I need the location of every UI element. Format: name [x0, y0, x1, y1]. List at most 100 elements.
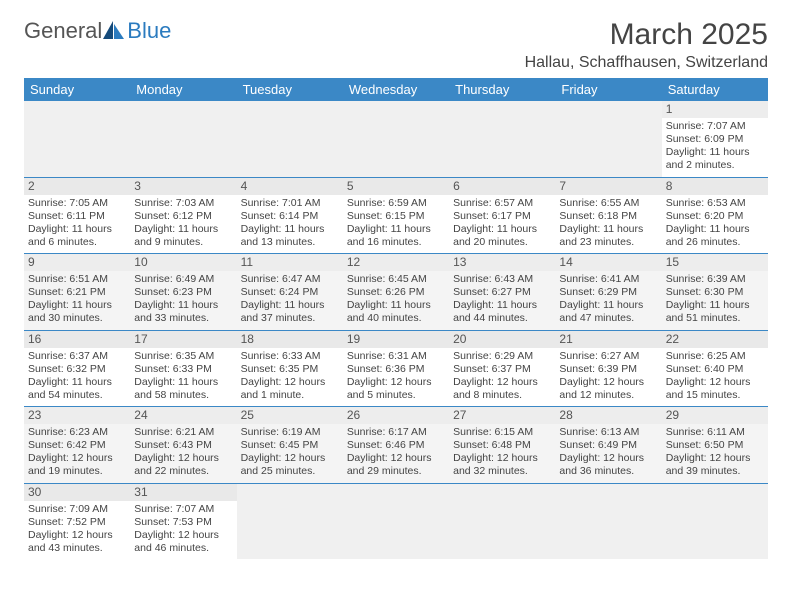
day-number: 1	[662, 101, 768, 118]
calendar-day-cell: 31Sunrise: 7:07 AMSunset: 7:53 PMDayligh…	[130, 483, 236, 559]
day-info: Sunrise: 7:05 AMSunset: 6:11 PMDaylight:…	[28, 197, 126, 250]
calendar-day-cell: 12 Sunrise: 6:45 AMSunset: 6:26 PMDayligh…	[343, 254, 449, 331]
calendar-day-cell: 28Sunrise: 6:13 AMSunset: 6:49 PMDayligh…	[555, 407, 661, 484]
calendar-day-cell	[237, 101, 343, 177]
logo-text-2: Blue	[127, 18, 171, 44]
day-number: 17	[130, 331, 236, 348]
calendar-day-cell: 1 Sunrise: 7:07 AMSunset: 6:09 PMDaylight…	[662, 101, 768, 177]
day-info: Sunrise: 6:17 AMSunset: 6:46 PMDaylight:…	[347, 426, 445, 479]
calendar-day-cell: 21 Sunrise: 6:27 AMSunset: 6:39 PMDayligh…	[555, 330, 661, 407]
logo: General Blue	[24, 18, 171, 44]
day-info: Sunrise: 7:09 AMSunset: 7:52 PMDaylight:…	[28, 503, 126, 556]
day-info: Sunrise: 6:19 AMSunset: 6:45 PMDaylight:…	[241, 426, 339, 479]
calendar-day-cell: 20 Sunrise: 6:29 AMSunset: 6:37 PMDayligh…	[449, 330, 555, 407]
day-info: Sunrise: 6:51 AMSunset: 6:21 PMDaylight:…	[28, 273, 126, 326]
calendar-day-cell	[343, 483, 449, 559]
day-number: 13	[449, 254, 555, 271]
calendar-day-cell: 8 Sunrise: 6:53 AMSunset: 6:20 PMDaylight…	[662, 177, 768, 254]
day-info: Sunrise: 6:43 AMSunset: 6:27 PMDaylight:…	[453, 273, 551, 326]
day-info: Sunrise: 6:23 AMSunset: 6:42 PMDaylight:…	[28, 426, 126, 479]
day-info: Sunrise: 6:27 AMSunset: 6:39 PMDaylight:…	[559, 350, 657, 403]
logo-text-1: General	[24, 18, 102, 44]
day-info: Sunrise: 6:35 AMSunset: 6:33 PMDaylight:…	[134, 350, 232, 403]
day-number: 18	[237, 331, 343, 348]
day-info: Sunrise: 6:11 AMSunset: 6:50 PMDaylight:…	[666, 426, 764, 479]
calendar-day-cell: 15Sunrise: 6:39 AMSunset: 6:30 PMDayligh…	[662, 254, 768, 331]
day-info: Sunrise: 6:13 AMSunset: 6:49 PMDaylight:…	[559, 426, 657, 479]
day-number: 10	[130, 254, 236, 271]
day-number: 11	[237, 254, 343, 271]
calendar-day-cell: 25Sunrise: 6:19 AMSunset: 6:45 PMDayligh…	[237, 407, 343, 484]
day-number: 3	[130, 178, 236, 195]
calendar-week-row: 16Sunrise: 6:37 AMSunset: 6:32 PMDayligh…	[24, 330, 768, 407]
calendar-day-cell: 4 Sunrise: 7:01 AMSunset: 6:14 PMDaylight…	[237, 177, 343, 254]
day-info: Sunrise: 6:55 AMSunset: 6:18 PMDaylight:…	[559, 197, 657, 250]
day-number: 20	[449, 331, 555, 348]
day-number: 2	[24, 178, 130, 195]
day-info: Sunrise: 6:15 AMSunset: 6:48 PMDaylight:…	[453, 426, 551, 479]
calendar-day-cell: 22 Sunrise: 6:25 AMSunset: 6:40 PMDayligh…	[662, 330, 768, 407]
day-info: Sunrise: 6:31 AMSunset: 6:36 PMDaylight:…	[347, 350, 445, 403]
day-info: Sunrise: 6:45 AMSunset: 6:26 PMDaylight:…	[347, 273, 445, 326]
weekday-header: Wednesday	[343, 78, 449, 101]
day-number: 26	[343, 407, 449, 424]
calendar-day-cell	[130, 101, 236, 177]
calendar-day-cell: 10 Sunrise: 6:49 AMSunset: 6:23 PMDayligh…	[130, 254, 236, 331]
calendar-day-cell: 18 Sunrise: 6:33 AMSunset: 6:35 PMDayligh…	[237, 330, 343, 407]
day-info: Sunrise: 6:47 AMSunset: 6:24 PMDaylight:…	[241, 273, 339, 326]
day-info: Sunrise: 6:53 AMSunset: 6:20 PMDaylight:…	[666, 197, 764, 250]
day-number: 24	[130, 407, 236, 424]
calendar-day-cell: 19 Sunrise: 6:31 AMSunset: 6:36 PMDayligh…	[343, 330, 449, 407]
day-number: 8	[662, 178, 768, 195]
day-number: 5	[343, 178, 449, 195]
calendar-day-cell: 11 Sunrise: 6:47 AMSunset: 6:24 PMDayligh…	[237, 254, 343, 331]
day-number: 16	[24, 331, 130, 348]
calendar-day-cell: 26 Sunrise: 6:17 AMSunset: 6:46 PMDayligh…	[343, 407, 449, 484]
weekday-header: Monday	[130, 78, 236, 101]
weekday-header: Saturday	[662, 78, 768, 101]
day-number: 23	[24, 407, 130, 424]
calendar-day-cell: 9Sunrise: 6:51 AMSunset: 6:21 PMDaylight…	[24, 254, 130, 331]
day-number: 15	[662, 254, 768, 271]
calendar-day-cell: 24Sunrise: 6:21 AMSunset: 6:43 PMDayligh…	[130, 407, 236, 484]
day-number: 4	[237, 178, 343, 195]
day-number: 7	[555, 178, 661, 195]
calendar-day-cell	[343, 101, 449, 177]
calendar-day-cell: 29 Sunrise: 6:11 AMSunset: 6:50 PMDayligh…	[662, 407, 768, 484]
calendar-day-cell	[662, 483, 768, 559]
day-number: 14	[555, 254, 661, 271]
calendar-day-cell: 27 Sunrise: 6:15 AMSunset: 6:48 PMDayligh…	[449, 407, 555, 484]
weekday-header: Tuesday	[237, 78, 343, 101]
calendar-day-cell: 6 Sunrise: 6:57 AMSunset: 6:17 PMDaylight…	[449, 177, 555, 254]
day-number: 30	[24, 484, 130, 501]
day-number: 21	[555, 331, 661, 348]
calendar-day-cell: 17 Sunrise: 6:35 AMSunset: 6:33 PMDayligh…	[130, 330, 236, 407]
day-number: 12	[343, 254, 449, 271]
calendar-day-cell	[237, 483, 343, 559]
day-number: 27	[449, 407, 555, 424]
day-number: 22	[662, 331, 768, 348]
calendar-week-row: 9Sunrise: 6:51 AMSunset: 6:21 PMDaylight…	[24, 254, 768, 331]
calendar-day-cell	[555, 483, 661, 559]
page-title: March 2025	[525, 18, 768, 52]
day-info: Sunrise: 6:41 AMSunset: 6:29 PMDaylight:…	[559, 273, 657, 326]
calendar-week-row: 1 Sunrise: 7:07 AMSunset: 6:09 PMDaylight…	[24, 101, 768, 177]
day-info: Sunrise: 7:07 AMSunset: 6:09 PMDaylight:…	[666, 120, 764, 173]
day-info: Sunrise: 6:49 AMSunset: 6:23 PMDaylight:…	[134, 273, 232, 326]
day-info: Sunrise: 6:57 AMSunset: 6:17 PMDaylight:…	[453, 197, 551, 250]
calendar-day-cell: 14 Sunrise: 6:41 AMSunset: 6:29 PMDayligh…	[555, 254, 661, 331]
weekday-header: Sunday	[24, 78, 130, 101]
calendar-day-cell: 2 Sunrise: 7:05 AMSunset: 6:11 PMDaylight…	[24, 177, 130, 254]
day-info: Sunrise: 6:29 AMSunset: 6:37 PMDaylight:…	[453, 350, 551, 403]
calendar-day-cell	[24, 101, 130, 177]
calendar-table: Sunday Monday Tuesday Wednesday Thursday…	[24, 78, 768, 559]
day-number: 6	[449, 178, 555, 195]
day-info: Sunrise: 6:33 AMSunset: 6:35 PMDaylight:…	[241, 350, 339, 403]
day-info: Sunrise: 6:25 AMSunset: 6:40 PMDaylight:…	[666, 350, 764, 403]
calendar-day-cell: 13 Sunrise: 6:43 AMSunset: 6:27 PMDayligh…	[449, 254, 555, 331]
day-info: Sunrise: 7:01 AMSunset: 6:14 PMDaylight:…	[241, 197, 339, 250]
day-number: 29	[662, 407, 768, 424]
calendar-day-cell: 5Sunrise: 6:59 AMSunset: 6:15 PMDaylight…	[343, 177, 449, 254]
day-number: 19	[343, 331, 449, 348]
calendar-day-cell: 16Sunrise: 6:37 AMSunset: 6:32 PMDayligh…	[24, 330, 130, 407]
